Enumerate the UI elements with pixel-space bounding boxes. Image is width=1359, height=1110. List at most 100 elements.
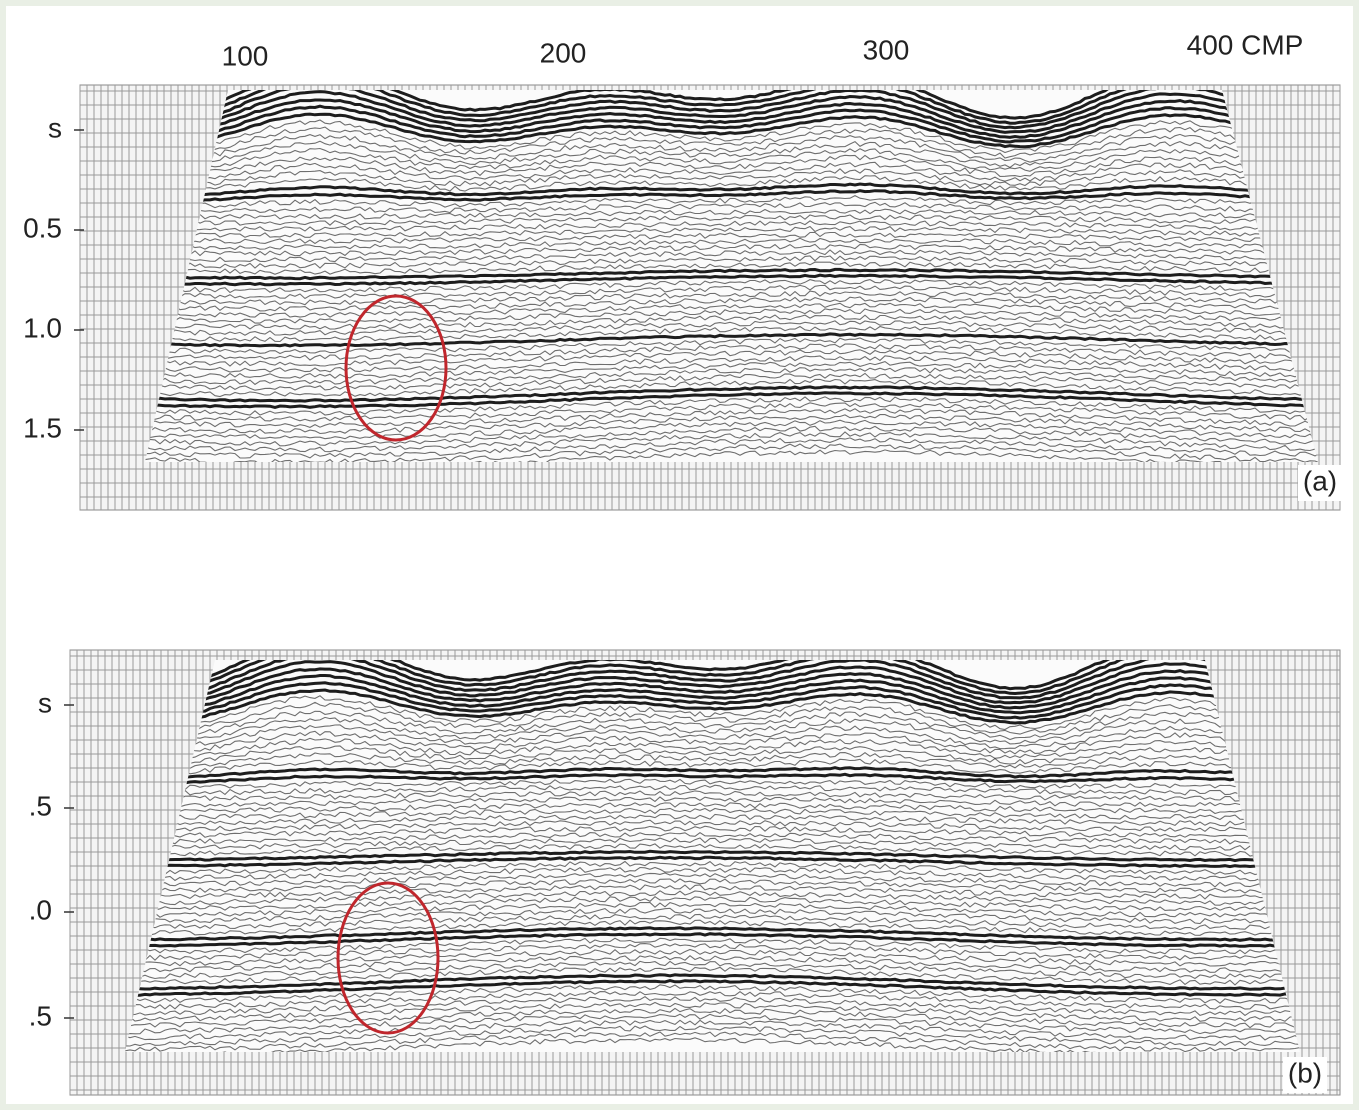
reflector [145, 391, 1318, 409]
trace [145, 243, 1318, 257]
trace [145, 208, 1318, 220]
trace [145, 437, 1318, 459]
trace [145, 168, 1318, 189]
trace [145, 396, 1318, 416]
trace [145, 220, 1318, 232]
time-label: 1.0 [23, 312, 62, 343]
trace [125, 1025, 1300, 1047]
trace [125, 919, 1300, 937]
seismic-panel: s .5 .0 .5 (b) [29, 649, 1341, 1096]
highlight-ellipse [336, 881, 440, 1035]
trace [145, 225, 1318, 238]
trace [125, 937, 1300, 955]
trace [145, 290, 1318, 306]
reflector [145, 189, 1318, 204]
reflector [145, 90, 1318, 120]
trace [125, 1031, 1300, 1052]
trace [145, 214, 1318, 226]
trace [125, 724, 1300, 750]
trace [125, 784, 1300, 796]
trace [145, 431, 1318, 453]
trace [125, 954, 1300, 974]
trace [125, 890, 1300, 906]
reflector [125, 660, 1300, 700]
trace [125, 837, 1300, 851]
trace [145, 279, 1318, 294]
reflector [145, 90, 1318, 125]
trace [145, 378, 1318, 398]
trace [125, 872, 1300, 888]
trace [125, 878, 1300, 894]
reflector [145, 90, 1318, 130]
trace [125, 948, 1300, 967]
trace [125, 790, 1300, 802]
cmp-label: 300 [863, 34, 910, 65]
trace [145, 154, 1318, 179]
seismic-traces [145, 90, 1318, 462]
trace [145, 133, 1318, 165]
trace [125, 966, 1300, 986]
trace [145, 296, 1318, 312]
trace [125, 737, 1300, 761]
reflector [125, 766, 1300, 780]
cmp-label: 400 CMP [1187, 29, 1304, 60]
reflector [125, 855, 1300, 869]
time-label: .5 [29, 790, 52, 821]
trace [125, 832, 1300, 845]
trace [125, 907, 1300, 925]
trace [145, 372, 1318, 391]
trace [145, 443, 1318, 462]
trace [125, 701, 1300, 735]
label-box [1283, 1057, 1327, 1093]
trace [125, 819, 1300, 833]
trace [125, 758, 1300, 776]
trace [145, 302, 1318, 318]
trace [145, 425, 1318, 447]
trace [125, 1007, 1300, 1029]
trace [125, 843, 1300, 857]
reflector [125, 688, 1300, 725]
reflector [125, 667, 1300, 710]
trace [145, 237, 1318, 251]
trace [125, 1001, 1300, 1022]
time-label: 1.5 [23, 412, 62, 443]
seismic-panel: s 0.5 1.0 1.5 (a) [23, 84, 1342, 511]
trace [145, 337, 1318, 355]
time-label: .5 [29, 1000, 52, 1031]
reflector [125, 772, 1300, 785]
trace [145, 402, 1318, 422]
trace [145, 308, 1318, 324]
panels: s 0.5 1.0 1.5 (a) s .5 .0 .5 (b) [23, 84, 1342, 1096]
time-label: .0 [29, 894, 52, 925]
reflector [125, 932, 1300, 948]
trace [145, 175, 1318, 193]
reflector [145, 332, 1318, 348]
trace [125, 896, 1300, 912]
trace [125, 984, 1300, 1004]
trace [145, 360, 1318, 379]
trace [125, 807, 1300, 821]
reflector [125, 979, 1300, 997]
trace [145, 408, 1318, 429]
trace [145, 126, 1318, 160]
reflector [125, 660, 1300, 705]
time-label: s [38, 687, 52, 718]
trace [145, 355, 1318, 373]
trace [145, 147, 1318, 174]
trace [145, 343, 1318, 361]
reflector [145, 182, 1318, 199]
trace [145, 140, 1318, 169]
highlight-ellipse [344, 294, 448, 442]
panel-label: (b) [1288, 1057, 1322, 1088]
reflector [125, 674, 1300, 715]
trace [125, 866, 1300, 882]
trace [145, 449, 1318, 462]
trace [145, 325, 1318, 343]
reflector [145, 112, 1318, 149]
time-label: s [48, 112, 62, 143]
trace [125, 913, 1300, 931]
trace [145, 414, 1318, 435]
reflector [145, 98, 1318, 139]
reflector [145, 104, 1318, 144]
trace [145, 284, 1318, 300]
